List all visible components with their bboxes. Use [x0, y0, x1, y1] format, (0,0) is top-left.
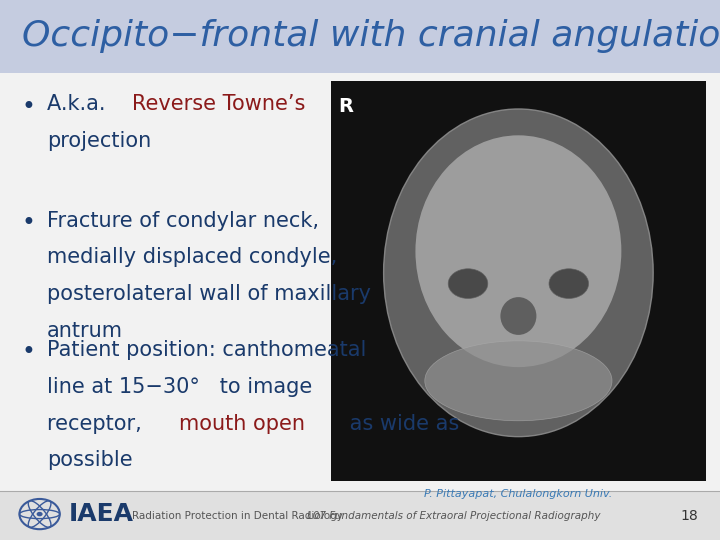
- Text: Radiation Protection in Dental Radiology: Radiation Protection in Dental Radiology: [132, 511, 343, 521]
- Text: Occipito−frontal with cranial angulation: Occipito−frontal with cranial angulation: [22, 19, 720, 53]
- Text: medially displaced condyle,: medially displaced condyle,: [47, 247, 337, 267]
- Text: line at 15−30°   to image: line at 15−30° to image: [47, 377, 312, 397]
- Ellipse shape: [549, 269, 589, 299]
- Text: Fracture of condylar neck,: Fracture of condylar neck,: [47, 211, 319, 231]
- Text: posterolateral wall of maxillary: posterolateral wall of maxillary: [47, 284, 371, 304]
- Ellipse shape: [500, 297, 536, 335]
- Text: projection: projection: [47, 131, 151, 151]
- Text: mouth open: mouth open: [179, 414, 305, 434]
- Ellipse shape: [425, 341, 612, 421]
- Text: Patient position: canthomeatal: Patient position: canthomeatal: [47, 340, 366, 360]
- Text: 18: 18: [680, 509, 698, 523]
- Text: receptor,: receptor,: [47, 414, 148, 434]
- Text: L07 Fundamentals of Extraoral Projectional Radiography: L07 Fundamentals of Extraoral Projection…: [307, 511, 600, 521]
- Ellipse shape: [384, 109, 653, 437]
- Ellipse shape: [448, 269, 488, 299]
- Text: IAEA: IAEA: [68, 502, 133, 526]
- Text: possible: possible: [47, 450, 132, 470]
- Ellipse shape: [415, 136, 621, 367]
- Circle shape: [37, 512, 42, 516]
- Text: as wide as: as wide as: [343, 414, 459, 434]
- Text: R: R: [338, 97, 354, 116]
- FancyBboxPatch shape: [0, 491, 720, 540]
- Text: Reverse Towne’s: Reverse Towne’s: [132, 94, 312, 114]
- Text: •: •: [22, 211, 35, 234]
- FancyBboxPatch shape: [0, 0, 720, 73]
- Text: •: •: [22, 340, 35, 364]
- Text: antrum: antrum: [47, 321, 123, 341]
- FancyBboxPatch shape: [0, 73, 720, 491]
- FancyBboxPatch shape: [331, 81, 706, 481]
- Text: P. Pittayapat, Chulalongkorn Univ.: P. Pittayapat, Chulalongkorn Univ.: [424, 489, 613, 499]
- Text: •: •: [22, 94, 35, 118]
- Text: A.k.a.: A.k.a.: [47, 94, 112, 114]
